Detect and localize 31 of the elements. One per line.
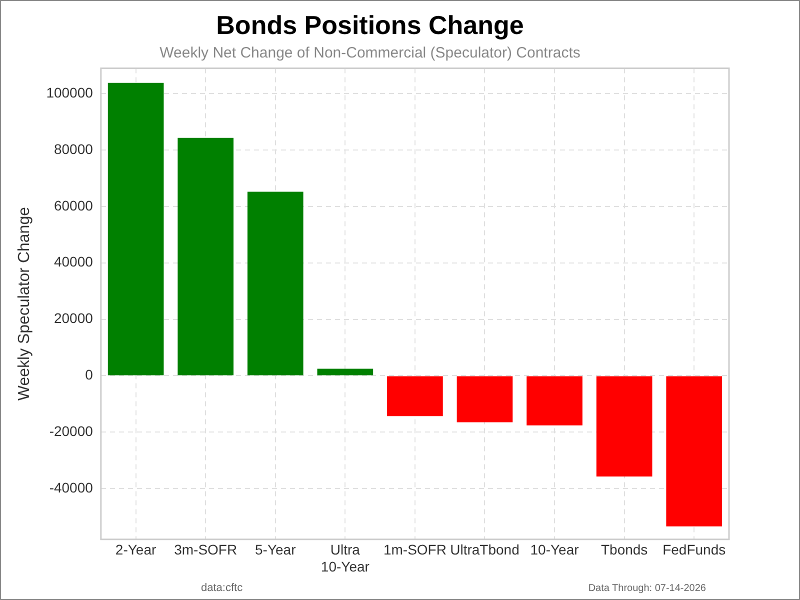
x-tick-label: 10-Year — [530, 542, 580, 558]
y-tick-label: 80000 — [54, 140, 94, 157]
x-tick-label: Ultra 10-Year — [320, 542, 370, 574]
y-tick-label: 100000 — [46, 84, 94, 100]
y-tick-label: 0 — [85, 366, 94, 383]
text: Data Through: 07-14-2026 — [588, 582, 706, 594]
x-tick-label: FedFunds — [662, 542, 726, 558]
x-tick-label: UltraTbond — [450, 542, 520, 558]
bar — [387, 376, 443, 416]
bar — [317, 368, 374, 376]
y-axis-title: Weekly Speculator Change — [16, 206, 34, 401]
y-tick-label: 40000 — [54, 254, 94, 270]
chart-subtitle: Weekly Net Change of Non-Commercial (Speculator) Contracts — [160, 44, 580, 62]
x-tick-label: 5-Year — [255, 542, 296, 558]
bar — [596, 376, 652, 476]
x-tick-label: 2-Year — [115, 542, 157, 558]
y-tick-label: 20000 — [54, 310, 94, 326]
x-tick-label: Tbonds — [600, 542, 648, 558]
y-tick-label: -20000 — [49, 423, 94, 440]
x-tick-label: 3m-SOFR — [174, 542, 238, 558]
y-tick-label: 60000 — [54, 197, 94, 214]
bar — [526, 376, 582, 426]
bar — [666, 376, 722, 526]
text: data:cftc — [201, 582, 244, 594]
bar — [456, 376, 513, 422]
chart-title: Bonds Positions Change — [216, 10, 524, 40]
x-tick-label: 1m-SOFR — [383, 542, 446, 558]
y-tick-label: -40000 — [49, 479, 94, 496]
bar — [247, 192, 304, 376]
bar — [178, 138, 234, 376]
bar — [108, 82, 164, 376]
